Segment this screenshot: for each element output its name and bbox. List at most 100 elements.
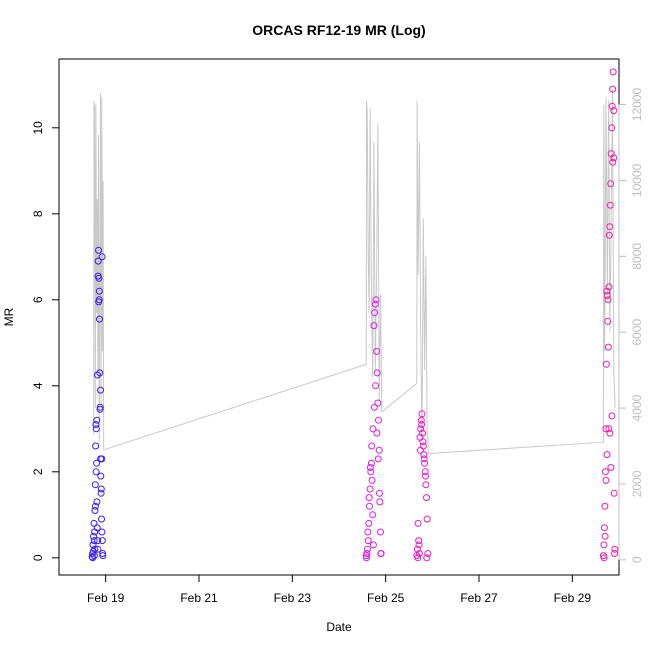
data-point — [91, 481, 99, 489]
data-point — [98, 515, 105, 523]
y-left-tick-label: 4 — [31, 382, 45, 389]
data-point — [417, 425, 425, 433]
data-point — [423, 554, 431, 562]
data-point — [611, 550, 619, 557]
data-point — [415, 550, 423, 557]
data-point — [92, 468, 100, 476]
y-left-tick-label: 8 — [31, 210, 45, 217]
y-axis-right: 0 2000 4000 6000 8000 10000 12000 — [618, 88, 644, 563]
data-point — [606, 201, 614, 209]
data-point — [418, 421, 426, 428]
data-point — [365, 494, 373, 502]
data-point — [606, 429, 614, 437]
y-left-tick-label: 6 — [31, 296, 45, 303]
data-point — [373, 347, 381, 355]
x-tick-label: Feb 25 — [367, 591, 405, 605]
data-point — [369, 541, 377, 549]
data-point — [421, 459, 429, 467]
data-point — [603, 292, 611, 299]
data-point — [93, 371, 101, 379]
data-point — [605, 283, 613, 291]
data-point — [368, 476, 376, 484]
data-points-group — [88, 68, 619, 562]
y-right-tick-label: 4000 — [630, 394, 644, 421]
data-point — [93, 524, 101, 532]
data-point — [96, 405, 104, 413]
data-point — [94, 537, 102, 545]
y-right-tick-label: 10000 — [630, 163, 644, 197]
data-point — [414, 554, 422, 562]
data-point — [376, 489, 383, 497]
data-point — [600, 524, 608, 532]
data-point — [608, 124, 616, 132]
data-point — [93, 459, 101, 467]
data-point — [607, 464, 615, 471]
data-point — [99, 550, 107, 557]
data-point — [600, 541, 608, 549]
x-tick-label: Feb 21 — [180, 591, 218, 605]
data-point — [374, 399, 382, 407]
data-point — [96, 403, 104, 411]
y-left-tick-label: 10 — [31, 121, 45, 135]
data-point — [364, 528, 372, 536]
data-point — [414, 519, 422, 527]
data-point — [415, 537, 423, 545]
data-point — [375, 446, 383, 454]
data-point — [371, 309, 379, 317]
data-point — [377, 528, 384, 536]
data-point — [377, 550, 385, 557]
data-point — [90, 532, 97, 540]
data-point — [610, 154, 618, 162]
data-point — [373, 429, 381, 437]
x-axis-title: Date — [326, 620, 352, 634]
y-right-tick-label: 12000 — [630, 88, 644, 122]
data-point — [602, 476, 610, 484]
data-point — [89, 541, 97, 549]
data-point — [94, 272, 102, 280]
data-point — [419, 438, 427, 446]
data-point — [609, 85, 617, 93]
data-point — [606, 223, 614, 231]
data-point — [367, 468, 375, 476]
data-point — [611, 545, 619, 553]
data-point — [95, 298, 103, 306]
data-point — [601, 468, 609, 476]
data-point — [415, 541, 423, 549]
data-point — [366, 485, 374, 493]
y-right-tick-label: 6000 — [630, 319, 644, 346]
data-point — [93, 498, 101, 506]
data-point — [96, 315, 103, 323]
data-point — [91, 507, 99, 514]
data-point — [369, 425, 377, 433]
y-right-tick-label: 8000 — [630, 243, 644, 270]
data-point — [376, 498, 384, 506]
data-point — [367, 459, 375, 467]
data-point — [98, 253, 106, 261]
data-point — [372, 382, 380, 390]
data-point — [98, 528, 106, 536]
data-point — [95, 287, 103, 295]
data-point — [90, 537, 98, 545]
data-point — [91, 545, 99, 553]
y-right-tick-label: 2000 — [630, 470, 644, 497]
y-right-tick-label: 0 — [630, 556, 644, 563]
data-point — [423, 515, 431, 523]
data-point — [605, 231, 613, 239]
x-tick-label: Feb 19 — [87, 591, 125, 605]
data-point — [372, 296, 380, 304]
data-point — [366, 464, 374, 471]
data-point — [413, 545, 421, 553]
data-point — [373, 369, 381, 377]
data-point — [609, 158, 617, 166]
data-point — [97, 455, 105, 463]
data-point — [423, 494, 430, 502]
data-point — [605, 425, 613, 433]
data-point — [97, 386, 104, 394]
data-point — [422, 472, 429, 480]
data-point — [94, 257, 102, 265]
data-point — [97, 489, 105, 497]
data-point — [418, 410, 426, 418]
data-point — [371, 300, 379, 308]
